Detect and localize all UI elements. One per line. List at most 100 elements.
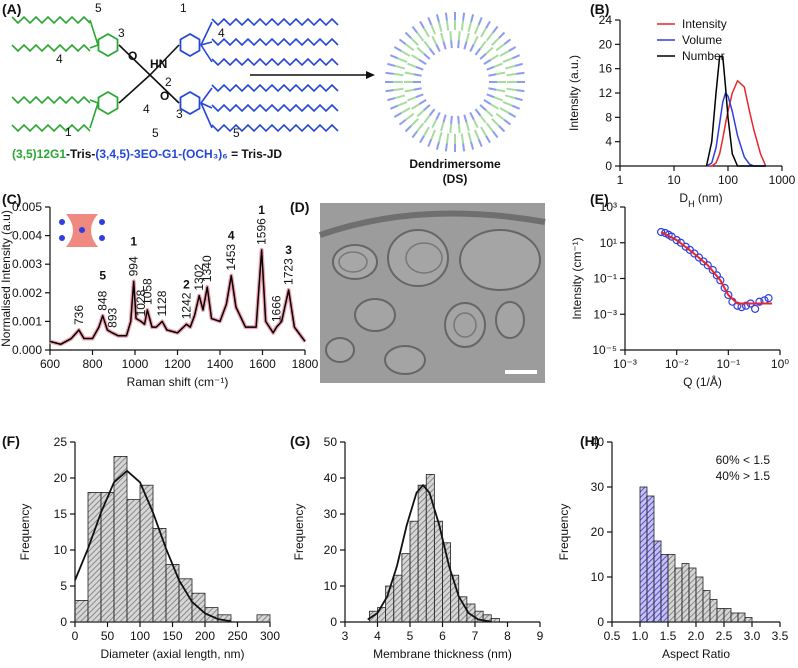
scheme-shape bbox=[423, 52, 431, 60]
band-label: 4 bbox=[228, 229, 235, 243]
scheme-shape bbox=[479, 40, 487, 50]
y-axis-label: Frequency bbox=[292, 504, 306, 561]
point bbox=[690, 249, 699, 258]
scheme-shape bbox=[387, 97, 396, 102]
bar bbox=[716, 608, 725, 623]
fit-curve bbox=[367, 483, 492, 623]
scheme-shape bbox=[479, 104, 487, 112]
x-tick-label: 9 bbox=[537, 629, 544, 643]
bar bbox=[417, 484, 427, 623]
scheme-shape bbox=[435, 111, 441, 121]
peak-label: 848 bbox=[96, 290, 110, 310]
y-tick-label: 0.003 bbox=[12, 257, 42, 271]
scheme-shape bbox=[423, 126, 430, 137]
scheme-shape bbox=[474, 108, 482, 117]
scheme-shape bbox=[427, 138, 433, 148]
scheme-shape bbox=[486, 93, 495, 99]
scheme-shape bbox=[467, 131, 473, 143]
point bbox=[703, 261, 712, 270]
scheme-shape bbox=[11, 123, 91, 133]
scheme-shape bbox=[479, 114, 487, 124]
scheme-shape bbox=[118, 74, 151, 104]
scheme-shape bbox=[462, 12, 466, 21]
scheme-shape bbox=[404, 88, 414, 93]
scheme-shape bbox=[411, 103, 420, 110]
line-band bbox=[49, 247, 307, 347]
y-tick-label: 0.004 bbox=[12, 229, 42, 243]
scheme-shape bbox=[491, 118, 500, 127]
x-axis-label: Raman shift (cm⁻¹) bbox=[127, 375, 229, 389]
x-tick-label: 10⁻¹ bbox=[716, 357, 740, 371]
point bbox=[672, 236, 681, 245]
scheme-shape bbox=[486, 65, 495, 71]
panel-label: (D) bbox=[290, 199, 309, 215]
scheme-shape bbox=[449, 123, 453, 133]
y-tick-label: 10⁻³ bbox=[593, 307, 617, 321]
scheme-shape bbox=[428, 47, 436, 56]
x-tick-label: 0 bbox=[72, 629, 79, 643]
bar bbox=[100, 491, 115, 623]
scheme-shape bbox=[516, 89, 525, 93]
scheme-shape bbox=[419, 20, 425, 29]
y-tick-label: 0 bbox=[597, 615, 604, 629]
y-tick-label: 10⁻⁵ bbox=[592, 343, 617, 357]
x-tick-label: 0.5 bbox=[604, 629, 621, 643]
x-tick-label: 4 bbox=[374, 629, 381, 643]
scheme-shape bbox=[491, 130, 499, 139]
scheme-shape bbox=[480, 27, 487, 38]
scheme-shape bbox=[397, 57, 408, 64]
y-tick-label: 40 bbox=[591, 435, 605, 449]
scheme-shape bbox=[490, 103, 499, 110]
scheme-shape bbox=[435, 43, 441, 53]
scheme-shape bbox=[430, 129, 437, 140]
product-abbr: (DS) bbox=[443, 172, 468, 186]
point bbox=[657, 227, 666, 237]
scheme-shape bbox=[472, 35, 479, 45]
annotation: 1 bbox=[65, 125, 72, 139]
scheme-shape bbox=[211, 83, 339, 93]
point bbox=[741, 301, 751, 310]
scheme-shape bbox=[485, 32, 494, 42]
x-tick-label: 10 bbox=[667, 173, 681, 187]
scheme-shape bbox=[411, 25, 419, 34]
bar bbox=[393, 574, 403, 623]
x-tick-label: 300 bbox=[260, 629, 280, 643]
scheme-shape bbox=[211, 17, 339, 27]
scheme-shape bbox=[498, 125, 506, 133]
y-axis-label: Intensity (cm⁻¹) bbox=[570, 237, 584, 319]
scheme-shape bbox=[511, 104, 521, 110]
x-tick-label: 10⁻³ bbox=[613, 357, 637, 371]
scheme-shape bbox=[400, 107, 411, 114]
scheme-shape bbox=[498, 31, 506, 39]
y-axis-label: Normalised Intensity (a.u) bbox=[0, 210, 13, 347]
panel-label: (F) bbox=[2, 433, 20, 449]
scheme-shape bbox=[418, 59, 427, 65]
scheme-shape bbox=[423, 114, 431, 124]
scheme-shape bbox=[483, 99, 492, 105]
y-axis-label: Intensity (a.u.) bbox=[567, 55, 581, 131]
bar bbox=[646, 495, 655, 623]
y-tick-label: 5 bbox=[60, 579, 67, 593]
scheme-shape bbox=[397, 100, 408, 107]
scheme-shape bbox=[514, 62, 523, 67]
scheme-shape bbox=[474, 47, 482, 56]
x-tick-label: 150 bbox=[162, 629, 182, 643]
scheme-shape bbox=[400, 50, 411, 57]
scheme-shape bbox=[89, 102, 99, 129]
scheme-shape bbox=[495, 112, 505, 121]
scheme-shape bbox=[97, 32, 119, 58]
scheme-shape bbox=[211, 37, 339, 47]
bar bbox=[74, 600, 89, 623]
scheme-shape bbox=[504, 94, 516, 100]
peak-label: 1302 bbox=[192, 264, 206, 291]
y-tick-label: 0.005 bbox=[12, 200, 42, 214]
x-tick-label: 10⁰ bbox=[771, 357, 789, 371]
bar bbox=[87, 491, 102, 623]
scheme-shape bbox=[502, 100, 513, 107]
scheme-shape bbox=[407, 96, 417, 102]
x-axis-label-part: D bbox=[679, 191, 688, 205]
scheme-shape bbox=[506, 87, 517, 92]
x-tick-label: 1200 bbox=[164, 357, 191, 371]
scheme-shape bbox=[11, 95, 91, 105]
